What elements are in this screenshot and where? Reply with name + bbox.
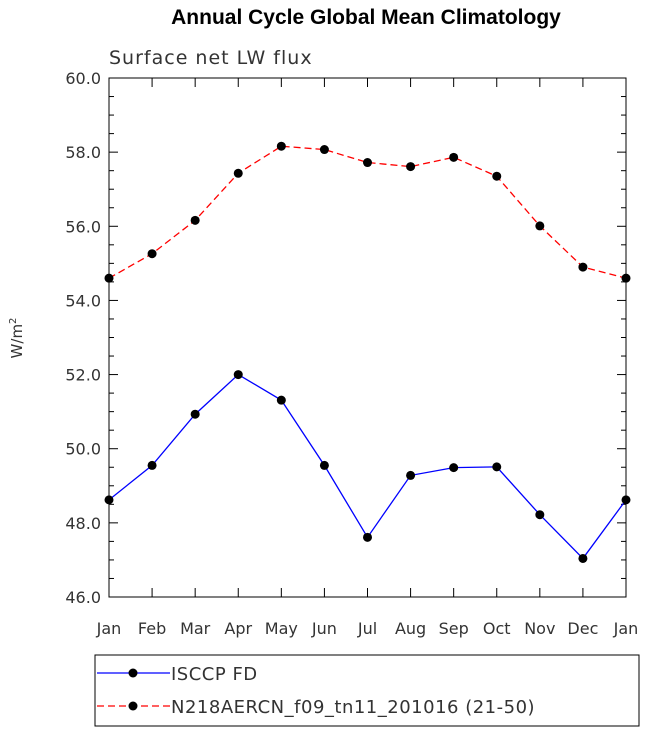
y-tick-label: 60.0 bbox=[65, 69, 101, 88]
x-tick-label: May bbox=[265, 619, 298, 638]
y-axis-label: W/m2 bbox=[8, 318, 26, 359]
plot-frame bbox=[108, 77, 627, 598]
series-2-point bbox=[406, 162, 416, 172]
series-2-point bbox=[276, 141, 286, 151]
legend-box bbox=[94, 654, 640, 727]
series-layer bbox=[104, 141, 631, 563]
series-1-point bbox=[319, 460, 329, 470]
y-tick-label: 52.0 bbox=[65, 366, 101, 385]
legend-marker-2 bbox=[128, 701, 138, 711]
series-2-point bbox=[104, 273, 114, 283]
x-tick-label: Oct bbox=[483, 619, 511, 638]
series-1-point bbox=[535, 510, 545, 520]
series-2-point bbox=[621, 273, 631, 283]
legend-marker-1 bbox=[128, 668, 138, 678]
series-2-point bbox=[492, 171, 502, 181]
series-2-point bbox=[449, 152, 459, 162]
series-1-point bbox=[147, 460, 157, 470]
x-tick-label: Dec bbox=[567, 619, 598, 638]
series-2-point bbox=[535, 221, 545, 231]
series-1-point bbox=[104, 495, 114, 505]
axes: 46.0 48.0 50.0 52.0 54.0 56.0 58.0 60.0 Jan Feb Ma… bbox=[65, 69, 638, 638]
x-tick-label: Feb bbox=[138, 619, 166, 638]
series-1-point bbox=[233, 370, 243, 380]
legend-label-1: ISCCP FD bbox=[171, 664, 258, 685]
series-1-point bbox=[492, 462, 502, 472]
x-tick-label: Jan bbox=[613, 619, 639, 638]
y-tick-label: 50.0 bbox=[65, 440, 101, 459]
y-tick-label: 54.0 bbox=[65, 291, 101, 310]
series-1-point bbox=[406, 470, 416, 480]
series-1-point bbox=[363, 532, 372, 542]
x-tick-label: Apr bbox=[224, 619, 252, 638]
series-1-point bbox=[621, 495, 631, 505]
chart-title: Annual Cycle Global Mean Climatology bbox=[171, 6, 561, 29]
y-axis-label-superscript: 2 bbox=[8, 318, 19, 324]
y-tick-label: 48.0 bbox=[65, 514, 101, 533]
series-2-point bbox=[363, 158, 372, 168]
y-axis-label-text: W/m bbox=[8, 324, 26, 359]
series-2-point bbox=[578, 262, 588, 272]
series-1-point bbox=[276, 395, 286, 405]
series-1-point bbox=[449, 463, 459, 473]
series-2-point bbox=[147, 249, 157, 259]
x-tick-label: Nov bbox=[524, 619, 555, 638]
legend: ISCCP FD N218AERCN_f09_tn11_201016 (21-50… bbox=[97, 664, 535, 718]
series-2-point bbox=[190, 215, 200, 225]
legend-label-2: N218AERCN_f09_tn11_201016 (21-50) bbox=[171, 697, 535, 718]
y-tick-label: 58.0 bbox=[65, 143, 101, 162]
series-2-point bbox=[233, 168, 243, 178]
series-2-point bbox=[319, 145, 329, 155]
chart-subtitle: Surface net LW flux bbox=[109, 47, 313, 69]
x-tick-label: Jul bbox=[357, 619, 377, 638]
x-tick-label: Aug bbox=[395, 619, 426, 638]
series-1-point bbox=[578, 553, 588, 563]
x-tick-label: Jun bbox=[311, 619, 337, 638]
x-tick-label: Jan bbox=[96, 619, 122, 638]
x-tick-label: Mar bbox=[180, 619, 211, 638]
series-line-1 bbox=[108, 373, 627, 560]
y-tick-label: 46.0 bbox=[65, 588, 101, 607]
y-tick-label: 56.0 bbox=[65, 217, 101, 236]
x-tick-label: Sep bbox=[439, 619, 469, 638]
series-1-point bbox=[190, 409, 200, 419]
